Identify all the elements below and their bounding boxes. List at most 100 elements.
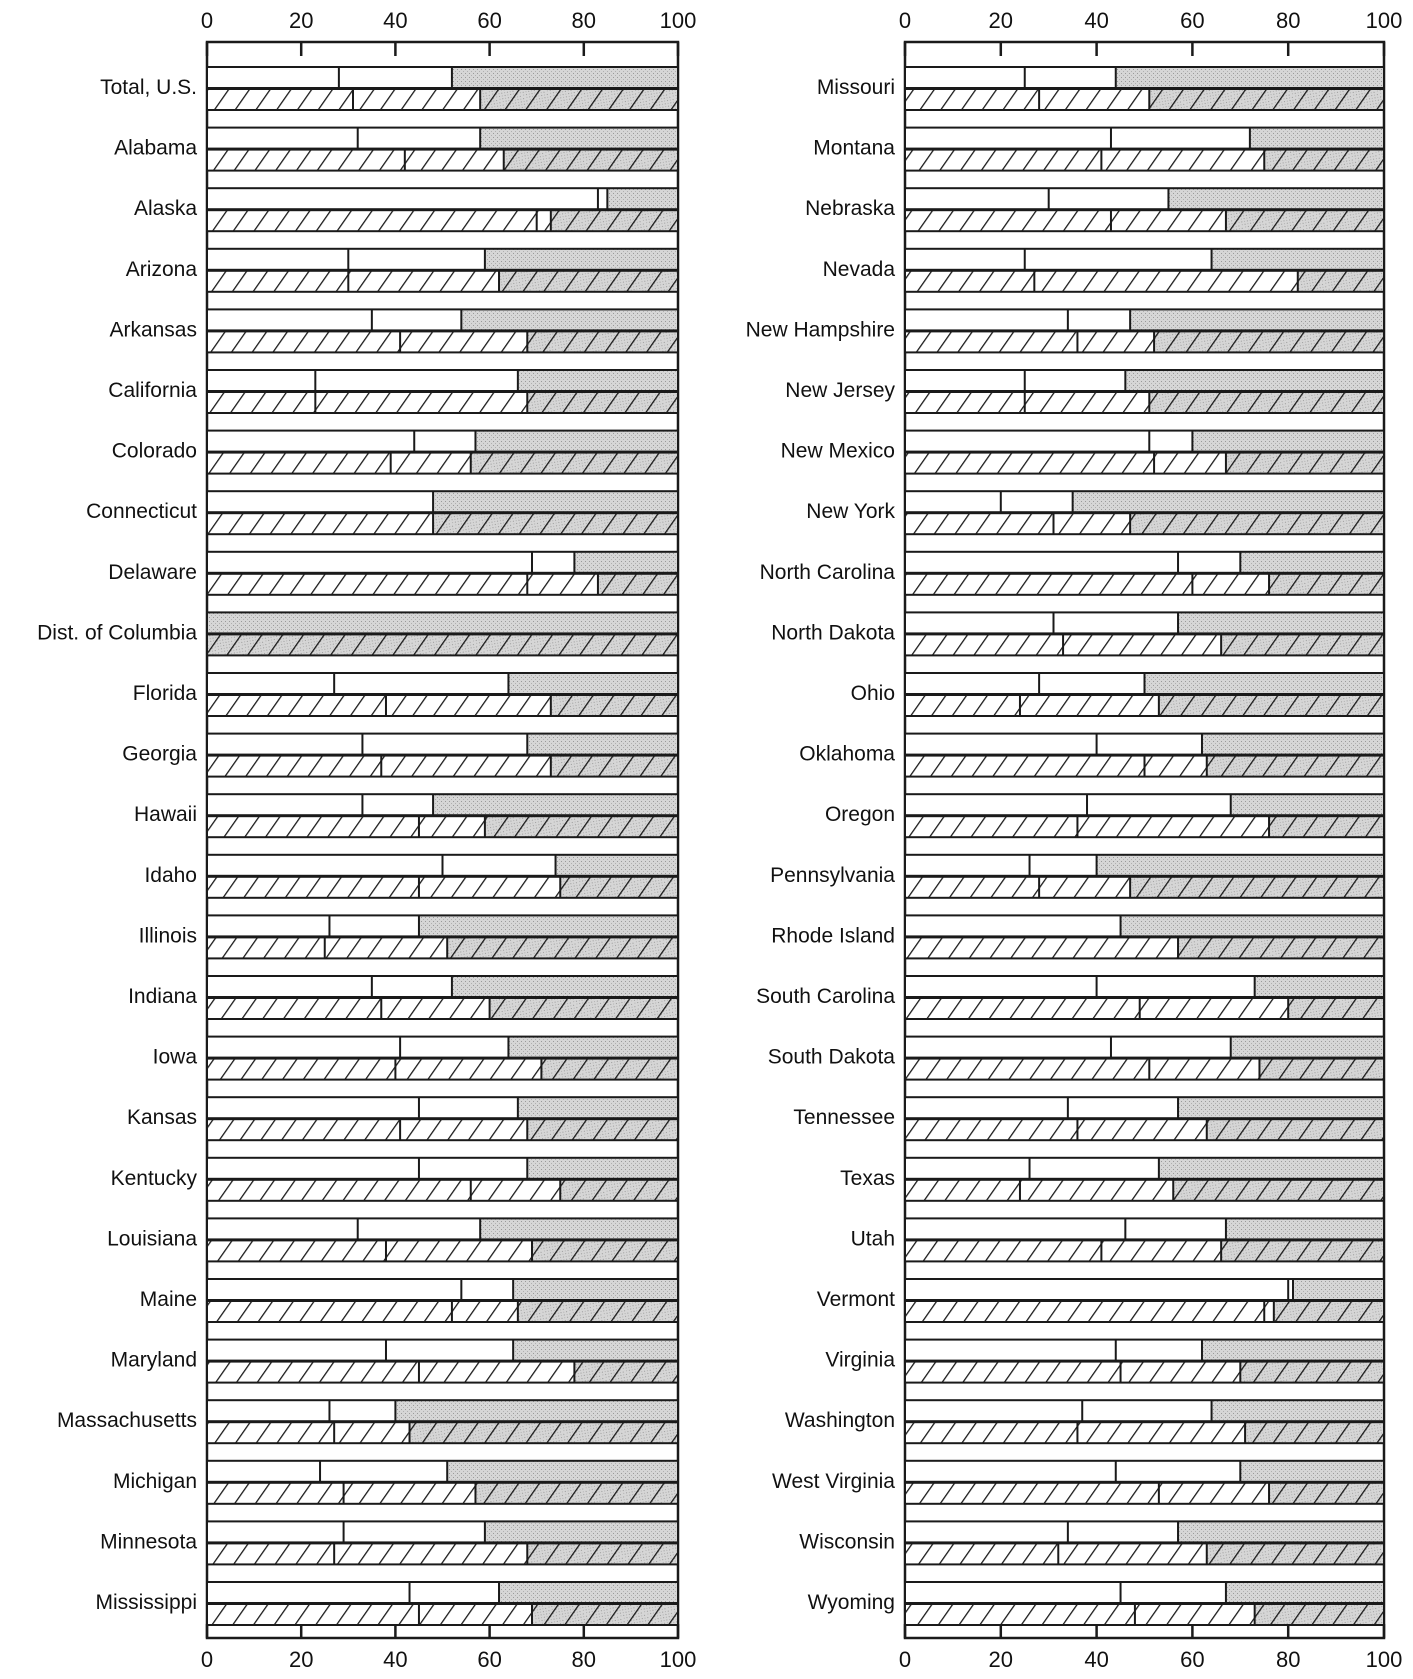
lower-bar-segment-3 [207, 634, 678, 656]
lower-bar-segment-3 [1206, 755, 1384, 777]
upper-bar-segment-1 [905, 1460, 1116, 1482]
state-label: New Mexico [781, 440, 895, 463]
lower-bar-outline [904, 1360, 1385, 1384]
upper-bar-segment-1 [905, 1339, 1116, 1361]
lower-bar-outline [206, 148, 679, 172]
lower-bar-segment-2 [395, 1058, 542, 1080]
upper-bar-segment-1 [207, 915, 330, 937]
lower-bar-segment-2 [1154, 452, 1226, 474]
state-label: New Hampshire [746, 318, 895, 341]
lower-bar-segment-1 [905, 1543, 1059, 1565]
lower-bar-segment-2 [1063, 634, 1222, 656]
lower-bar-segment-1 [905, 695, 1020, 716]
lower-bar-segment-1 [905, 1604, 1135, 1625]
top-tick-label: 40 [383, 8, 407, 33]
lower-bar-segment-1 [207, 755, 382, 777]
upper-bar-segment-3 [499, 1582, 678, 1603]
lower-bar-segment-3 [527, 392, 678, 413]
upper-bar-segment-1 [905, 1400, 1083, 1422]
lower-bar-segment-1 [207, 573, 528, 595]
lower-bar-segment-3 [560, 876, 678, 898]
state-label: Georgia [122, 743, 197, 766]
upper-bar-segment-1 [207, 188, 598, 210]
upper-bar-segment-1 [905, 188, 1049, 210]
upper-bar-segment-1 [905, 915, 1121, 937]
state-label: Illinois [139, 924, 197, 947]
lower-bar-segment-3 [1149, 89, 1384, 110]
lower-bar-segment-3 [1288, 998, 1384, 1019]
lower-bar-outline [206, 1360, 679, 1384]
lower-bar-outline [904, 1421, 1385, 1445]
lower-bar-segment-1 [207, 1119, 401, 1141]
upper-bar-segment-3 [418, 915, 678, 937]
upper-bar-segment-3 [1192, 430, 1384, 452]
upper-bar-segment-3 [395, 1400, 678, 1422]
state-label: West Virginia [772, 1470, 895, 1493]
lower-bar-segment-1 [207, 1543, 335, 1565]
lower-bar-segment-2 [348, 270, 500, 292]
bottom-tick-label: 0 [201, 1647, 213, 1672]
upper-bar-segment-3 [1249, 127, 1384, 149]
lower-bar-segment-2 [390, 452, 471, 474]
lower-bar-segment-2 [1110, 210, 1226, 232]
lower-bar-outline [904, 1481, 1385, 1505]
lower-bar-segment-1 [905, 513, 1054, 535]
lower-bar-outline [904, 1239, 1385, 1263]
state-label: Mississippi [95, 1591, 197, 1614]
upper-bar-segment-3 [1230, 794, 1384, 816]
top-tick-label: 20 [289, 8, 313, 33]
state-label: Wisconsin [799, 1530, 895, 1553]
lower-bar-outline [206, 1542, 679, 1566]
upper-bar-segment-1 [207, 1339, 386, 1361]
lower-bar-segment-3 [503, 149, 678, 171]
lower-bar-segment-2 [1019, 695, 1159, 716]
upper-bar-segment-2 [1110, 127, 1250, 149]
state-label: Nevada [823, 258, 896, 281]
lower-bar-segment-1 [905, 89, 1040, 110]
top-tick-label: 0 [899, 8, 911, 33]
upper-bar-segment-3 [475, 430, 678, 452]
lower-bar-segment-1 [207, 695, 386, 716]
upper-bar-segment-1 [207, 1097, 419, 1119]
lower-bar-segment-1 [905, 452, 1155, 474]
lower-bar-outline [904, 633, 1385, 657]
upper-bar-segment-3 [1125, 370, 1384, 391]
upper-bar-segment-2 [414, 430, 476, 452]
lower-bar-segment-1 [207, 1301, 452, 1322]
lower-bar-segment-1 [905, 634, 1064, 656]
lower-bar-segment-1 [905, 331, 1078, 353]
state-label: Wyoming [808, 1591, 895, 1614]
upper-bar-segment-2 [1053, 612, 1179, 634]
lower-bar-segment-1 [207, 513, 434, 535]
lower-bar-segment-1 [905, 1240, 1102, 1262]
upper-bar-segment-3 [1292, 1279, 1384, 1300]
lower-bar-outline [206, 1057, 679, 1081]
top-tick-label: 80 [1276, 8, 1300, 33]
upper-bar-segment-3 [433, 794, 678, 816]
lower-bar-outline [206, 330, 679, 354]
upper-bar-segment-3 [447, 1460, 678, 1482]
lower-bar-segment-3 [531, 1604, 678, 1625]
lower-bar-segment-3 [1254, 1604, 1384, 1625]
upper-bar-segment-2 [1115, 1339, 1202, 1361]
upper-bar-segment-1 [207, 67, 339, 88]
lower-bar-segment-2 [1101, 149, 1265, 171]
lower-bar-segment-3 [1149, 392, 1384, 413]
upper-bar-segment-1 [207, 248, 349, 270]
lower-bar-segment-2 [315, 392, 528, 413]
lower-bar-segment-2 [1077, 1422, 1246, 1444]
upper-bar-segment-2 [1000, 491, 1073, 513]
lower-bar-outline [904, 451, 1385, 475]
upper-bar-segment-2 [1096, 733, 1202, 755]
upper-bar-segment-2 [400, 1036, 509, 1058]
lower-bar-segment-2 [1101, 1240, 1222, 1262]
lower-bar-outline [904, 330, 1385, 354]
lower-bar-segment-3 [597, 573, 678, 595]
lower-bar-segment-1 [207, 1422, 335, 1444]
upper-bar-segment-1 [207, 1582, 410, 1603]
lower-bar-segment-1 [905, 392, 1025, 413]
lower-bar-segment-3 [527, 1119, 678, 1141]
state-label: Texas [840, 1167, 895, 1190]
upper-bar-segment-2 [334, 673, 509, 694]
lower-bar-segment-2 [381, 755, 551, 777]
